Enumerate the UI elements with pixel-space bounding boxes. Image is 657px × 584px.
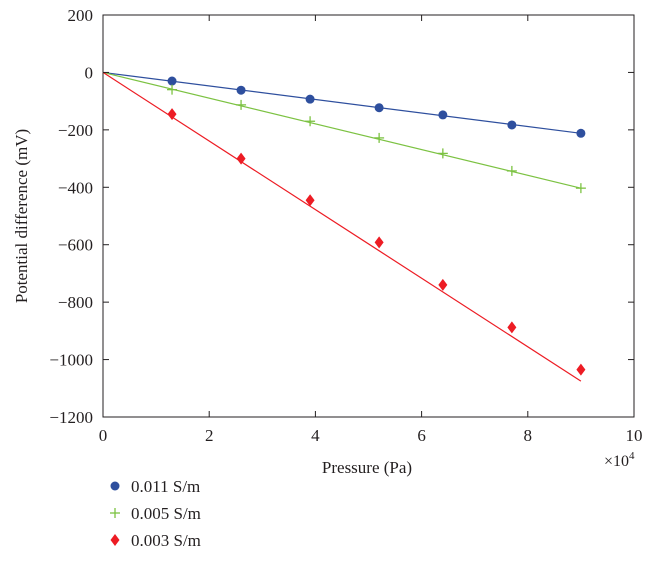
- data-point: [167, 84, 178, 95]
- y-tick-label: −1200: [49, 408, 93, 427]
- y-tick-label: −600: [58, 236, 93, 255]
- series-layer: [102, 71, 586, 382]
- series-1: [102, 71, 586, 194]
- legend-item-0: 0.011 S/m: [105, 475, 305, 502]
- legend-label-1: 0.005 S/m: [131, 504, 201, 523]
- data-point: [305, 194, 315, 207]
- legend-diamond-marker: [110, 534, 120, 546]
- data-point: [507, 120, 517, 130]
- data-point: [507, 321, 517, 334]
- legend-label-2: 0.003 S/m: [131, 531, 201, 550]
- x-scale-label: ×104: [604, 450, 635, 470]
- x-scale-base: ×10: [604, 453, 629, 470]
- legend-plus-marker: [110, 508, 120, 518]
- y-tick-label: −400: [58, 178, 93, 197]
- data-point: [575, 183, 586, 194]
- legend-circle-marker: [110, 481, 120, 491]
- x-axis-label: Pressure (Pa): [322, 458, 412, 477]
- series-0: [102, 71, 586, 138]
- data-point: [437, 148, 448, 159]
- y-tick-label: −1000: [49, 351, 93, 370]
- data-point: [374, 103, 384, 113]
- data-point: [167, 108, 177, 121]
- ticks-layer: 0 2 4 6 8 10 200 0 −200 −400 −600 −800 −1000 −1200: [49, 6, 642, 445]
- x-tick-label: 2: [205, 426, 214, 445]
- x-tick-label: 8: [524, 426, 533, 445]
- x-tick-label: 4: [311, 426, 320, 445]
- fit-line: [102, 71, 581, 134]
- legend-item-2: 0.003 S/m: [105, 529, 305, 556]
- y-tick-label: −800: [58, 293, 93, 312]
- y-tick-label: −200: [58, 121, 93, 140]
- legend-label-0: 0.011 S/m: [131, 477, 201, 496]
- y-axis-label: Potential difference (mV): [12, 129, 31, 303]
- data-point: [305, 94, 315, 104]
- x-tick-label: 6: [417, 426, 426, 445]
- x-scale-exponent: 4: [629, 450, 635, 462]
- series-2: [102, 71, 586, 382]
- data-point: [236, 85, 246, 95]
- plot-area: [102, 14, 635, 418]
- y-tick-label: 200: [68, 6, 94, 25]
- data-point: [374, 236, 384, 249]
- fit-line: [102, 71, 582, 382]
- data-point: [236, 152, 246, 165]
- legend-item-1: 0.005 S/m: [105, 502, 305, 529]
- x-tick-label: 10: [626, 426, 643, 445]
- data-point: [576, 363, 586, 376]
- data-point: [576, 128, 586, 138]
- y-tick-label: 0: [85, 63, 94, 82]
- x-tick-label: 0: [99, 426, 108, 445]
- plot-frame: [102, 14, 635, 418]
- data-point: [438, 278, 448, 291]
- legend: 0.011 S/m 0.005 S/m 0.003 S/m: [105, 475, 305, 556]
- data-point: [305, 116, 316, 127]
- data-point: [438, 110, 448, 120]
- data-point: [374, 132, 385, 143]
- data-point: [236, 99, 247, 110]
- data-point: [506, 165, 517, 176]
- data-point: [167, 76, 177, 86]
- fit-line: [102, 71, 582, 189]
